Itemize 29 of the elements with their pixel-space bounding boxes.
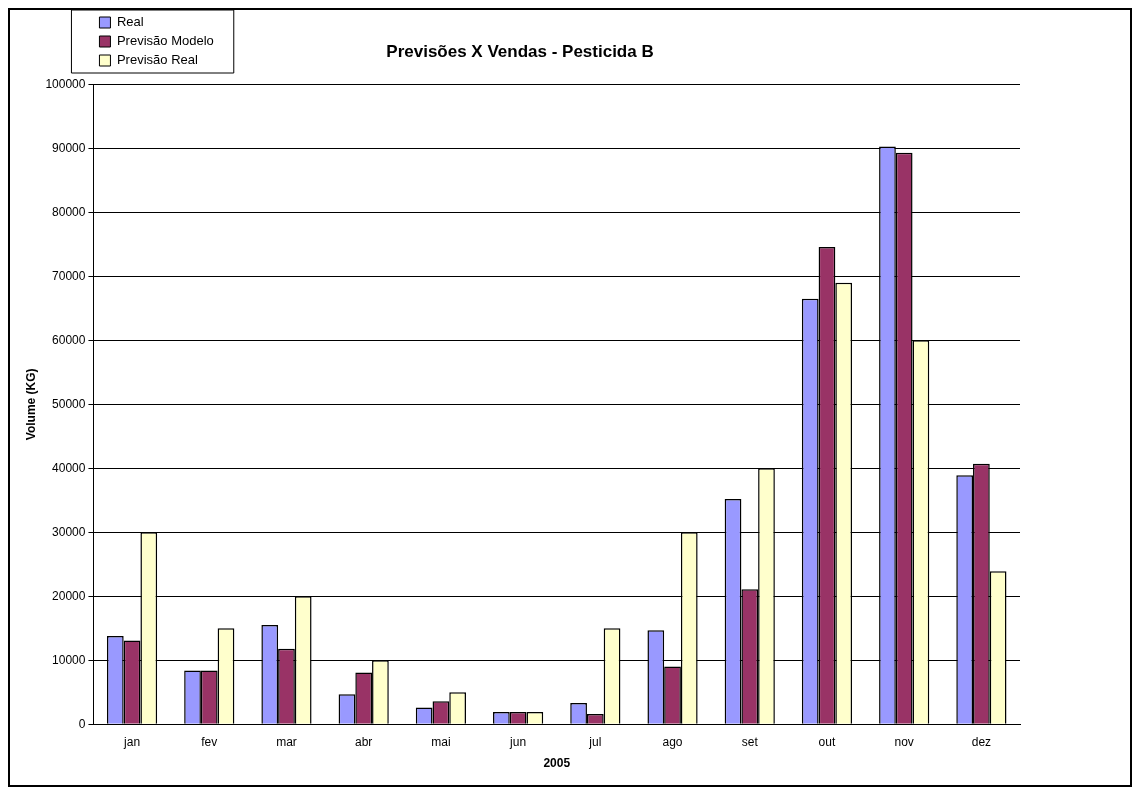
- y-tick-label: 80000: [52, 204, 86, 219]
- y-tick-label: 70000: [52, 268, 86, 283]
- y-tick-label: 60000: [52, 332, 86, 347]
- x-tick-label: jun: [509, 734, 527, 749]
- x-tick-label: nov: [894, 734, 914, 749]
- y-tick-label: 100000: [45, 76, 86, 91]
- x-tick-label: jan: [123, 734, 141, 749]
- y-axis-title: Volume (KG): [23, 368, 38, 441]
- y-tick-label: 20000: [52, 588, 86, 603]
- x-tick-label: mar: [276, 734, 297, 749]
- x-axis-title: 2005: [543, 756, 571, 771]
- y-tick-label: 10000: [52, 652, 86, 667]
- x-tick-label: dez: [971, 734, 992, 749]
- x-tick-label: jul: [588, 734, 602, 749]
- y-tick-label: 30000: [52, 524, 86, 539]
- x-tick-label: fev: [201, 734, 218, 749]
- legend-label: Previsão Real: [116, 52, 198, 68]
- y-tick-label: 0: [78, 716, 86, 731]
- x-tick-label: set: [741, 734, 759, 749]
- chart-title: Previsões X Vendas - Pesticida B: [386, 41, 654, 61]
- y-tick-label: 90000: [52, 140, 86, 155]
- x-tick-label: mai: [431, 734, 451, 749]
- y-tick-label: 50000: [52, 396, 86, 411]
- y-tick-label: 40000: [52, 460, 86, 475]
- x-tick-label: ago: [662, 734, 683, 749]
- x-tick-label: abr: [355, 734, 373, 749]
- legend-label: Real: [116, 14, 144, 30]
- legend-label: Previsão Modelo: [116, 33, 214, 49]
- x-tick-label: out: [818, 734, 836, 749]
